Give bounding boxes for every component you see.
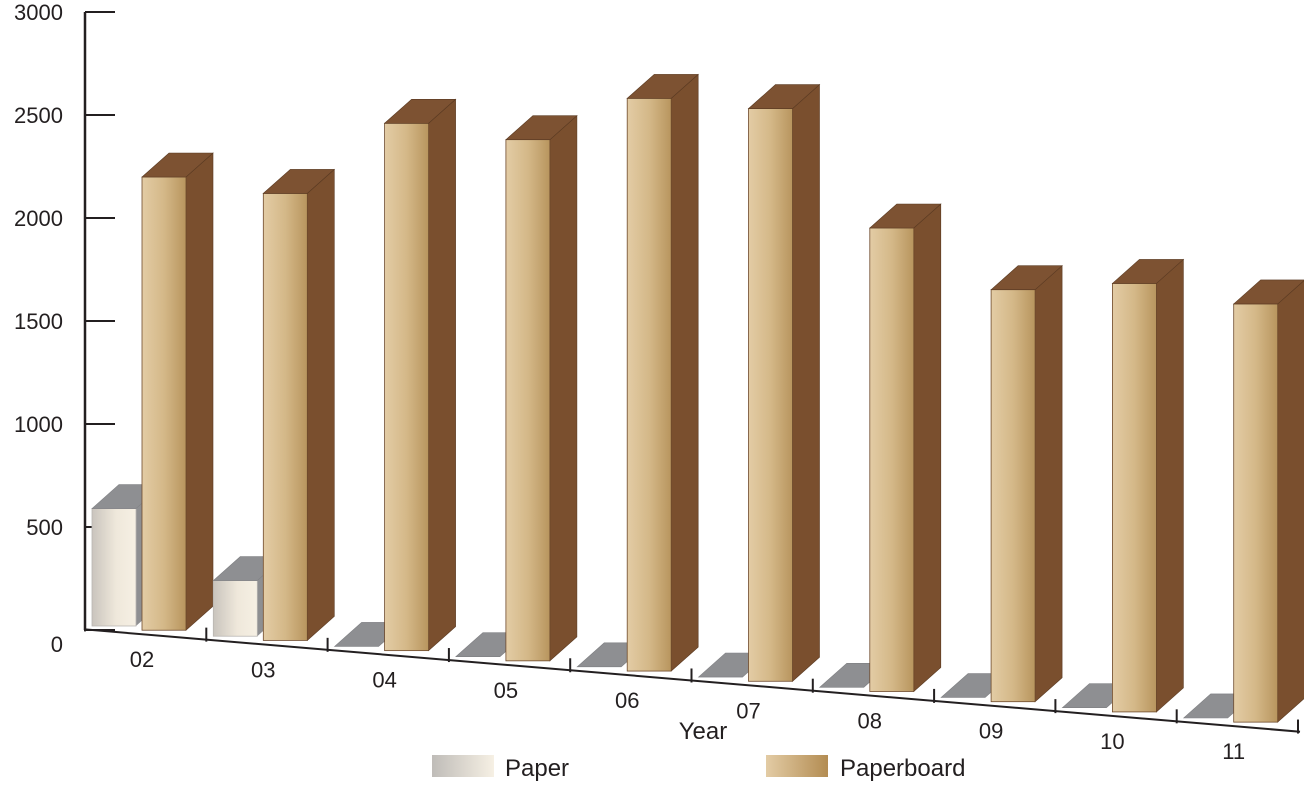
bar-paperboard-11 — [1232, 279, 1304, 723]
bar-paperboard-05 — [505, 115, 578, 662]
y-tick-label: 3000 — [14, 0, 63, 25]
x-tick-label: 10 — [1100, 729, 1124, 754]
bar-paperboard-02 — [141, 152, 214, 631]
legend: Paper Paperboard — [432, 755, 965, 782]
legend-swatch-paper — [432, 755, 494, 777]
bar-paperboard-07 — [747, 83, 821, 682]
x-tick-label: 02 — [130, 647, 154, 672]
bar-paperboard-04 — [383, 98, 457, 652]
bar-paperboard-06 — [626, 73, 699, 672]
y-tick-label: 1000 — [14, 412, 63, 437]
y-tick-label: 1500 — [14, 309, 63, 334]
x-tick-label: 08 — [858, 708, 882, 733]
bar-paperboard-10 — [1111, 258, 1185, 713]
x-tick-label: 11 — [1222, 739, 1245, 764]
y-tick-label: 0 — [51, 632, 63, 657]
axis-labels: 0 500 1000 1500 2000 2500 3000 02 03 04 05 06 07 08 09… — [14, 0, 1245, 764]
bar-paperboard-09 — [990, 265, 1063, 703]
y-tick-label: 2500 — [14, 103, 63, 128]
y-tick-label: 500 — [26, 515, 63, 540]
x-tick-label: 09 — [979, 719, 1003, 744]
x-tick-label: 03 — [251, 657, 275, 682]
bar-paperboard-08 — [869, 203, 942, 693]
x-axis-title: Year — [679, 718, 728, 745]
x-tick-label: 07 — [736, 698, 760, 723]
x-tick-label: 05 — [494, 678, 518, 703]
legend-swatch-paperboard — [766, 755, 828, 777]
x-tick-label: 04 — [372, 668, 396, 693]
bars — [91, 73, 1304, 723]
axes — [83, 11, 1301, 734]
y-tick-label: 2000 — [14, 206, 63, 231]
x-tick-label: 06 — [615, 688, 639, 713]
legend-label-paperboard: Paperboard — [840, 755, 965, 782]
bar-paperboard-03 — [262, 168, 336, 642]
legend-label-paper: Paper — [505, 755, 569, 782]
